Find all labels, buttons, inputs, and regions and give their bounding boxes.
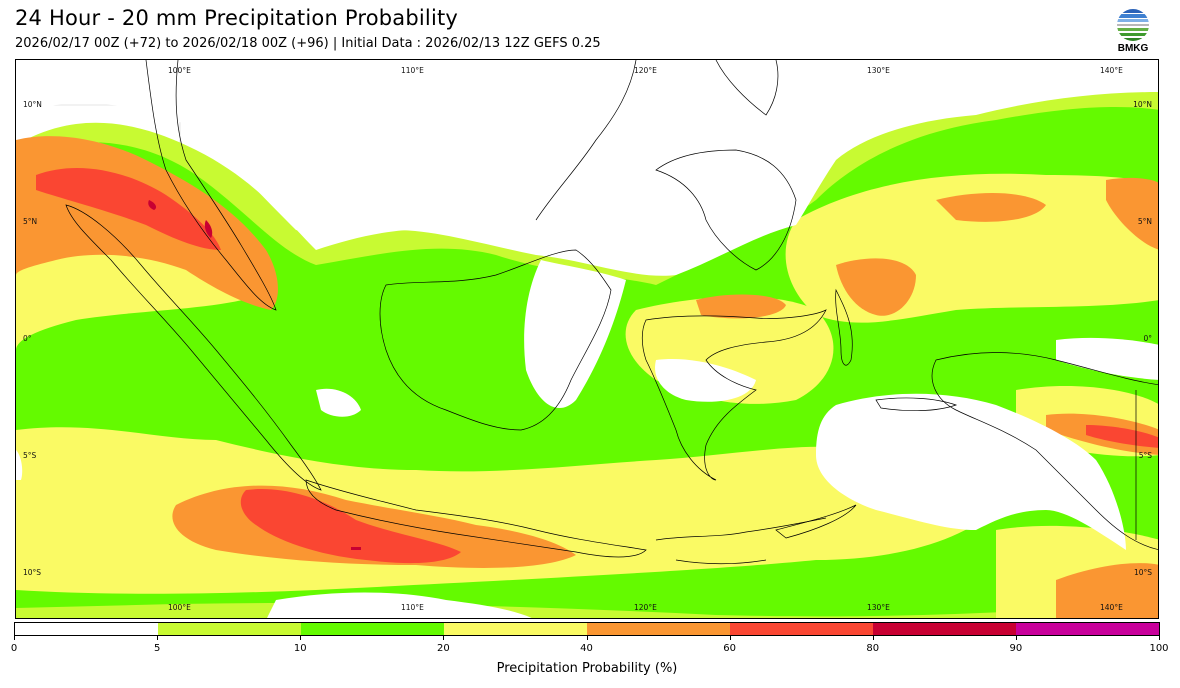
lon-label-top: 110°E bbox=[401, 66, 424, 75]
colorbar-ticks: 0 5 10 20 40 60 80 90 100 bbox=[10, 636, 1169, 656]
coastline-seram bbox=[875, 397, 958, 412]
lat-label-right: 10°N bbox=[1133, 100, 1152, 109]
colorbar-tick-label: 0 bbox=[10, 643, 18, 654]
dry-region bbox=[316, 388, 361, 417]
colorbar-tick-label: 90 bbox=[1009, 643, 1023, 654]
lon-label-bottom: 100°E bbox=[168, 603, 191, 612]
lat-label-right: 5°N bbox=[1137, 217, 1152, 226]
lon-label-top: 140°E bbox=[1100, 66, 1123, 75]
precip-region bbox=[351, 547, 361, 550]
map-subtitle: 2026/02/17 00Z (+72) to 2026/02/18 00Z (… bbox=[15, 36, 601, 51]
precip-60-80 bbox=[36, 167, 1158, 564]
colorbar-tick-mark bbox=[1159, 636, 1160, 640]
precip-0-5 bbox=[16, 60, 1158, 618]
precip-region bbox=[240, 489, 461, 564]
colorbar-bin bbox=[158, 623, 301, 635]
coastline-timor bbox=[775, 504, 857, 539]
map-canvas bbox=[16, 60, 1158, 618]
lat-label-right: 0° bbox=[1143, 334, 1152, 343]
colorbar-tick-mark bbox=[872, 636, 874, 640]
colorbar-tick-mark bbox=[586, 636, 588, 640]
precip-region bbox=[148, 200, 157, 210]
lon-label-top: 130°E bbox=[867, 66, 890, 75]
colorbar-tick-mark bbox=[1015, 636, 1017, 640]
precip-region bbox=[936, 193, 1046, 222]
map-title: 24 Hour - 20 mm Precipitation Probabilit… bbox=[15, 6, 459, 30]
lon-label-bottom: 120°E bbox=[634, 603, 657, 612]
colorbar-bin bbox=[873, 623, 1016, 635]
dry-region bbox=[16, 450, 23, 480]
dry-region bbox=[524, 260, 626, 409]
colorbar-tick-mark bbox=[157, 636, 159, 640]
precip-region bbox=[204, 220, 213, 238]
coastline-halmahera bbox=[835, 288, 853, 366]
colorbar-bin bbox=[587, 623, 730, 635]
lat-label-left: 10°S bbox=[23, 568, 42, 577]
precip-80-90 bbox=[148, 200, 361, 550]
precip-region bbox=[1086, 425, 1158, 448]
coastline-malay-peninsula bbox=[145, 60, 277, 311]
colorbar bbox=[14, 622, 1160, 636]
colorbar-bin bbox=[730, 623, 873, 635]
lat-label-left: 0° bbox=[23, 334, 32, 343]
colorbar-tick-label: 20 bbox=[437, 643, 450, 654]
precip-region bbox=[696, 294, 786, 319]
lon-label-bottom: 140°E bbox=[1100, 603, 1123, 612]
colorbar-tick-label: 10 bbox=[293, 643, 307, 654]
lat-label-right: 5°S bbox=[1138, 451, 1152, 460]
precip-region bbox=[836, 258, 916, 316]
lat-label-left: 5°N bbox=[23, 217, 38, 226]
lon-label-top: 120°E bbox=[634, 66, 657, 75]
colorbar-bin bbox=[301, 623, 444, 635]
coastline-new-guinea bbox=[931, 352, 1158, 550]
colorbar-tick-label: 100 bbox=[1149, 643, 1169, 654]
bmkg-logo: BMKG bbox=[1113, 8, 1153, 54]
colorbar-bin bbox=[1016, 623, 1159, 635]
precip-region bbox=[1106, 177, 1158, 250]
lat-label-left: 10°N bbox=[23, 100, 42, 109]
dry-region bbox=[1056, 337, 1158, 380]
dry-region bbox=[267, 592, 532, 618]
precip-region bbox=[36, 167, 221, 250]
coastlines bbox=[65, 60, 1158, 565]
dry-region bbox=[655, 359, 756, 402]
lon-label-bottom: 110°E bbox=[401, 603, 424, 612]
dry-region bbox=[816, 393, 1126, 550]
lon-label-top: 100°E bbox=[168, 66, 191, 75]
colorbar-tick-label: 40 bbox=[580, 643, 593, 654]
lon-label-bottom: 130°E bbox=[867, 603, 890, 612]
dry-region bbox=[16, 60, 1158, 276]
colorbar-tick-mark bbox=[443, 636, 445, 640]
coastline-java bbox=[305, 479, 647, 558]
colorbar-tick-mark bbox=[300, 636, 302, 640]
colorbar-bin bbox=[15, 623, 158, 635]
coastline-borneo bbox=[379, 249, 612, 431]
coastline-sumatra bbox=[65, 204, 322, 491]
bmkg-logo-icon bbox=[1117, 9, 1149, 41]
lat-label-right: 10°S bbox=[1133, 568, 1152, 577]
coastline-philippines bbox=[535, 60, 797, 271]
colorbar-tick-mark bbox=[14, 636, 15, 640]
colorbar-tick-label: 5 bbox=[153, 643, 161, 654]
colorbar-tick-label: 60 bbox=[723, 643, 736, 654]
colorbar-tick-label: 80 bbox=[866, 643, 880, 654]
lat-label-left: 5°S bbox=[23, 451, 37, 460]
precipitation-map: 100°E 110°E 120°E 130°E 140°E 100°E 110°… bbox=[15, 59, 1159, 619]
colorbar-label: Precipitation Probability (%) bbox=[496, 661, 678, 676]
bmkg-logo-text: BMKG bbox=[1117, 43, 1149, 54]
colorbar-bin bbox=[444, 623, 587, 635]
colorbar-tick-mark bbox=[729, 636, 731, 640]
coastline-sulawesi bbox=[641, 309, 827, 481]
precip-region bbox=[1056, 563, 1158, 618]
